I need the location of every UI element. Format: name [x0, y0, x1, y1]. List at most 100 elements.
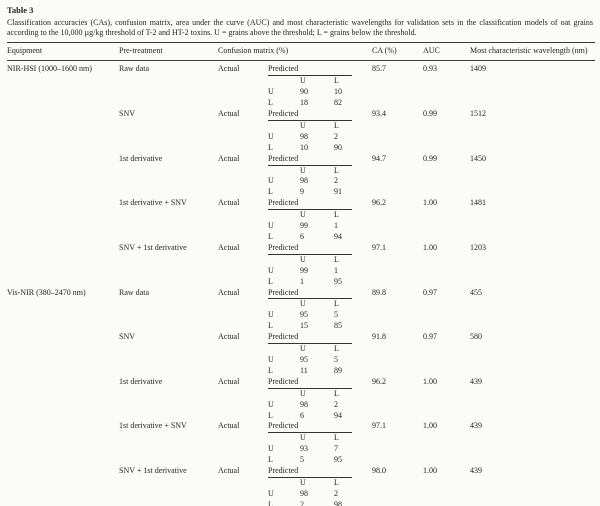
matrix-col-header-u: U	[300, 477, 306, 487]
col-header-confusion-matrix: Confusion matrix (%)	[218, 46, 289, 56]
matrix-row-label-l: L	[268, 499, 273, 506]
actual-label: Actual	[218, 287, 240, 297]
matrix-value-u-l: 2	[334, 176, 338, 186]
matrix-value-u-l: 2	[334, 131, 338, 141]
matrix-value-u-l: 5	[334, 354, 338, 364]
equipment-cell	[7, 198, 119, 210]
auc-cell: 1.00	[423, 198, 437, 208]
matrix-row-label-u: U	[268, 265, 274, 275]
matrix-value-u-u: 90	[300, 87, 308, 97]
matrix-header-line: U L	[7, 433, 595, 444]
matrix-row-label-u: U	[268, 131, 274, 141]
matrix-header-line: U L	[7, 76, 595, 87]
matrix-row-u: U 99 1	[7, 266, 595, 277]
matrix-row-u: U 98 2	[7, 176, 595, 187]
col-header-equipment: Equipment	[7, 46, 43, 56]
block-main-line: SNV Actual Predicted 93.4 0.99 1512	[7, 109, 595, 121]
block-main-line: Vis-NIR (380–2470 nm) Raw data Actual Pr…	[7, 288, 595, 300]
matrix-row-u: U 99 1	[7, 221, 595, 232]
matrix-value-l-u: 5	[300, 455, 304, 465]
matrix-value-u-u: 98	[300, 131, 308, 141]
pretreatment-cell: Raw data	[119, 287, 149, 297]
block-main-line: NIR-HSI (1000–1600 nm) Raw data Actual P…	[7, 64, 595, 77]
matrix-row-l: L 18 82	[7, 98, 595, 109]
actual-label: Actual	[218, 376, 240, 386]
ca-cell: 97.1	[372, 242, 386, 252]
matrix-value-l-u: 15	[300, 321, 308, 331]
matrix-row-label-u: U	[268, 87, 274, 97]
matrix-row-label-l: L	[268, 187, 273, 197]
predicted-label: Predicted	[268, 243, 352, 255]
matrix-row-u: U 90 10	[7, 87, 595, 98]
predicted-cell: Predicted	[268, 109, 372, 121]
matrix-value-l-l: 95	[334, 276, 342, 286]
matrix-value-u-u: 95	[300, 354, 308, 364]
predicted-label: Predicted	[268, 421, 352, 434]
predicted-label: Predicted	[268, 198, 352, 211]
ca-cell: 96.2	[372, 198, 386, 208]
block-main-line: 1st derivative + SNV Actual Predicted 96…	[7, 198, 595, 211]
pretreatment-block: NIR-HSI (1000–1600 nm) Raw data Actual P…	[7, 64, 595, 109]
matrix-row-label-l: L	[268, 232, 273, 241]
matrix-value-u-l: 5	[334, 310, 338, 320]
matrix-value-l-l: 89	[334, 365, 342, 375]
matrix-col-header-u: U	[300, 76, 306, 86]
matrix-row-u: U 98 2	[7, 489, 595, 500]
matrix-header-line: U L	[7, 299, 595, 310]
matrix-row-label-u: U	[268, 444, 274, 454]
wavelength-cell: 1203	[470, 242, 486, 252]
matrix-col-header-l: L	[334, 210, 339, 220]
table-caption: Classification accuracies (CAs), confusi…	[7, 18, 593, 38]
wavelength-cell: 1450	[470, 153, 486, 163]
matrix-value-u-l: 1	[334, 265, 338, 275]
ca-cell: 97.1	[372, 421, 386, 431]
matrix-value-l-u: 11	[300, 365, 308, 375]
equipment-cell: Vis-NIR (380–2470 nm)	[7, 287, 86, 297]
wavelength-cell: 439	[470, 466, 482, 476]
pretreatment-block: 1st derivative Actual Predicted 94.7 0.9…	[7, 154, 595, 199]
matrix-value-l-l: 94	[334, 410, 342, 420]
matrix-value-u-l: 1	[334, 221, 338, 231]
pretreatment-cell: SNV	[119, 109, 136, 119]
matrix-value-u-u: 98	[300, 176, 308, 186]
matrix-value-l-l: 90	[334, 142, 342, 152]
pretreatment-cell: 1st derivative + SNV	[119, 421, 187, 431]
auc-cell: 1.00	[423, 421, 437, 431]
pretreatment-cell: 1st derivative + SNV	[119, 198, 187, 208]
predicted-cell: Predicted	[268, 154, 372, 166]
wavelength-cell: 1512	[470, 109, 486, 119]
block-main-line: SNV + 1st derivative Actual Predicted 98…	[7, 466, 595, 478]
predicted-cell: Predicted	[268, 466, 372, 478]
matrix-value-l-l: 82	[334, 98, 342, 108]
matrix-col-header-l: L	[334, 254, 339, 264]
matrix-row-l: L 10 90	[7, 143, 595, 154]
matrix-row-label-l: L	[268, 321, 273, 331]
auc-cell: 0.97	[423, 332, 437, 342]
pretreatment-block: 1st derivative + SNV Actual Predicted 96…	[7, 198, 595, 243]
matrix-row-l: L 1 95	[7, 277, 595, 288]
matrix-value-l-l: 95	[334, 455, 342, 465]
equipment-cell	[7, 466, 119, 478]
matrix-row-l: L 15 85	[7, 321, 595, 332]
pretreatment-block: 1st derivative Actual Predicted 96.2 1.0…	[7, 377, 595, 422]
matrix-col-header-u: U	[300, 433, 306, 443]
matrix-row-label-l: L	[268, 142, 273, 152]
predicted-cell: Predicted	[268, 243, 372, 255]
auc-cell: 0.97	[423, 287, 437, 297]
matrix-col-header-l: L	[334, 477, 339, 487]
predicted-label: Predicted	[268, 377, 352, 389]
col-header-ca: CA (%)	[372, 46, 397, 56]
table-header-row: Equipment Pre-treatment Confusion matrix…	[7, 42, 595, 62]
predicted-cell: Predicted	[268, 64, 372, 77]
actual-label: Actual	[218, 466, 240, 476]
matrix-value-l-l: 91	[334, 187, 342, 197]
matrix-col-header-l: L	[334, 120, 339, 130]
matrix-row-u: U 95 5	[7, 310, 595, 321]
matrix-header-line: U L	[7, 210, 595, 221]
predicted-label: Predicted	[268, 109, 352, 121]
matrix-col-header-u: U	[300, 254, 306, 264]
pretreatment-cell: SNV + 1st derivative	[119, 466, 187, 476]
predicted-label: Predicted	[268, 332, 352, 345]
data-table: Equipment Pre-treatment Confusion matrix…	[7, 42, 595, 506]
